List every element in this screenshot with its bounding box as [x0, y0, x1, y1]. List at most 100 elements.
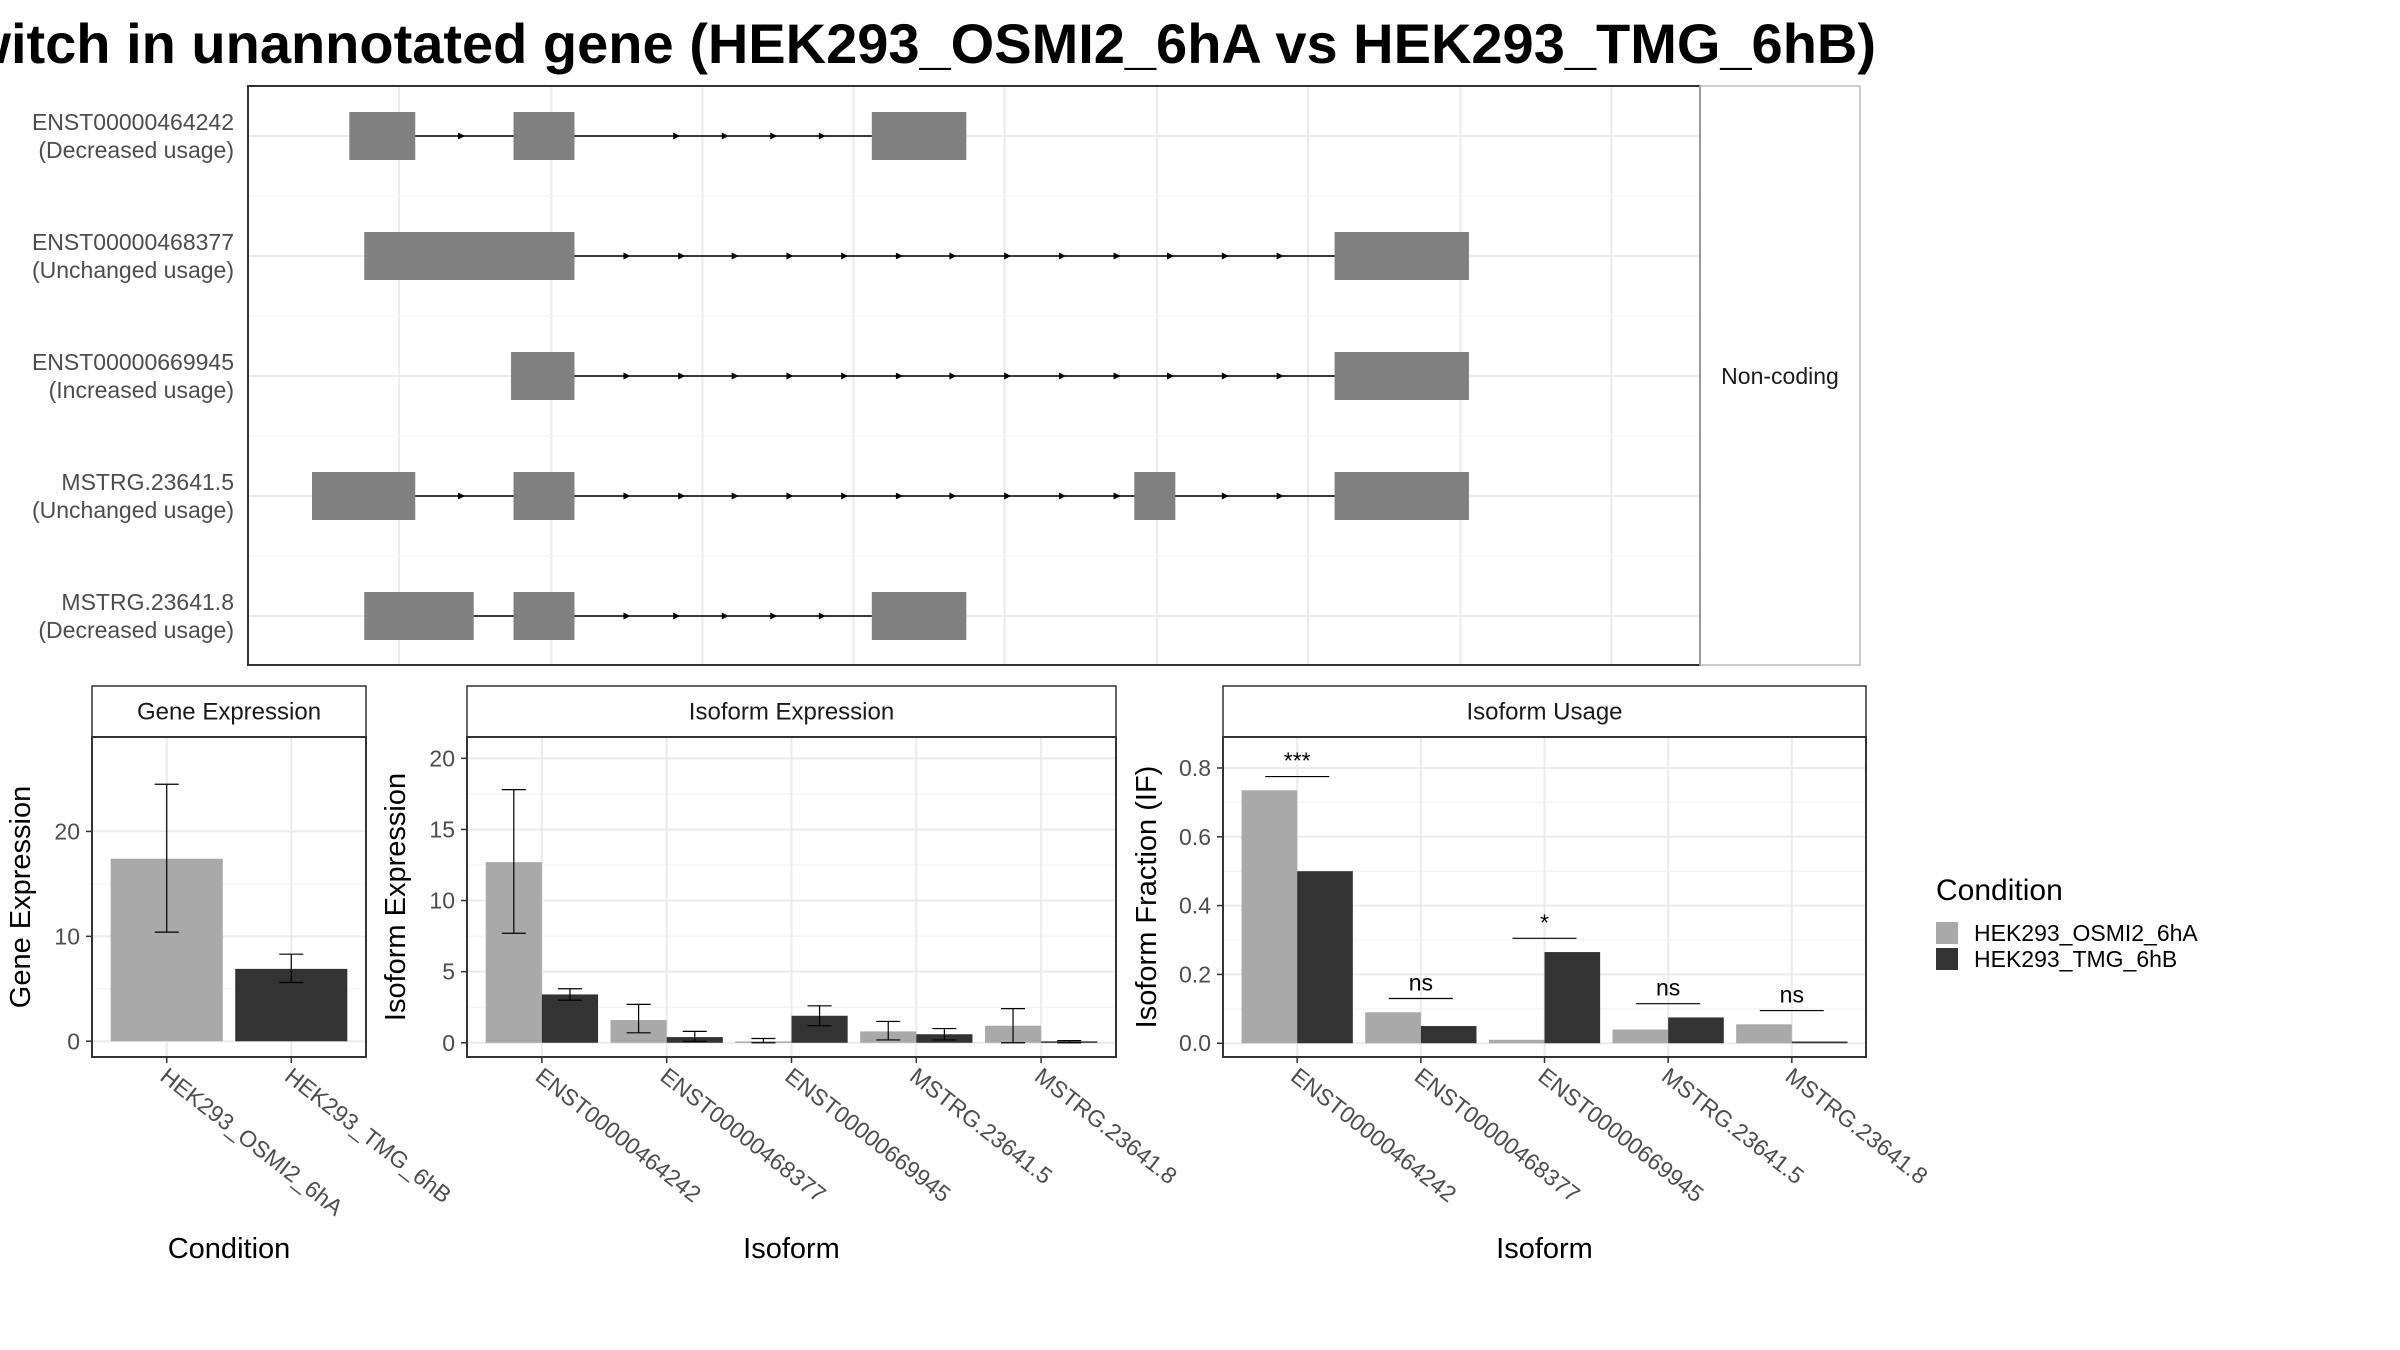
- y-axis-title: Isoform Expression: [380, 773, 412, 1021]
- bar: [541, 994, 599, 1043]
- legend-label: HEK293_OSMI2_6hA: [1974, 920, 2198, 946]
- intron-arrow: [1276, 372, 1284, 380]
- intron-arrow: [770, 612, 778, 620]
- intron-arrow: [1058, 372, 1066, 380]
- y-tick-label: 10: [429, 888, 455, 914]
- intron-arrow: [678, 372, 686, 380]
- intron-arrow: [895, 492, 903, 500]
- intron-arrow: [1276, 492, 1284, 500]
- intron-arrow: [623, 252, 631, 260]
- bar: [1544, 952, 1601, 1044]
- intron-arrow: [721, 612, 729, 620]
- y-tick-label: 0: [67, 1028, 80, 1054]
- exon-box: [312, 472, 416, 520]
- bar: [1791, 1041, 1848, 1044]
- intron-arrow: [1058, 492, 1066, 500]
- bar: [1612, 1029, 1669, 1044]
- x-axis-title: Isoform: [743, 1233, 840, 1265]
- intron-arrow: [818, 132, 826, 140]
- panel-title: Gene Expression: [137, 699, 321, 726]
- intron-arrow: [1058, 252, 1066, 260]
- y-tick-label: 0.8: [1179, 755, 1211, 781]
- exon-box: [364, 592, 474, 640]
- exon-box: [871, 592, 967, 640]
- intron-arrow: [949, 372, 957, 380]
- intron-arrow: [786, 492, 794, 500]
- bar: [1241, 790, 1298, 1044]
- exon-box: [1134, 472, 1176, 520]
- exon-box: [513, 112, 575, 160]
- x-axis-title: Condition: [168, 1233, 291, 1265]
- intron-arrow: [1004, 372, 1012, 380]
- legend-swatch: [1936, 922, 1958, 944]
- transcript-usage-label: (Unchanged usage): [32, 257, 234, 283]
- intron-arrow: [1221, 252, 1229, 260]
- intron-arrow: [841, 252, 849, 260]
- y-tick-label: 5: [442, 959, 455, 985]
- exon-box: [513, 472, 575, 520]
- intron-arrow: [731, 372, 739, 380]
- panel-strip: [91, 685, 367, 738]
- structure-strip-border: [1699, 85, 1861, 666]
- bar: [1420, 1026, 1477, 1044]
- significance-label: *: [1540, 909, 1549, 935]
- transcript-usage-label: (Decreased usage): [38, 617, 234, 643]
- intron-arrow: [623, 492, 631, 500]
- bar: [1488, 1039, 1545, 1044]
- intron-arrow: [458, 492, 466, 500]
- exon-box: [1334, 472, 1469, 520]
- x-axis-title: Isoform: [1496, 1233, 1593, 1265]
- exon-box: [513, 592, 575, 640]
- intron-arrow: [623, 612, 631, 620]
- significance-label: ns: [1780, 982, 1804, 1008]
- intron-arrow: [786, 372, 794, 380]
- intron-arrow: [841, 492, 849, 500]
- intron-arrow: [1167, 252, 1175, 260]
- figure-title: Isoform switch in unannotated gene (HEK2…: [0, 12, 1876, 75]
- y-tick-label: 0.6: [1179, 824, 1211, 850]
- transcript-id-label: MSTRG.23641.5: [61, 469, 234, 495]
- bar: [1668, 1017, 1724, 1044]
- exon-box: [364, 232, 575, 280]
- intron-arrow: [949, 492, 957, 500]
- exon-box: [1334, 352, 1469, 400]
- y-tick-label: 20: [54, 818, 80, 844]
- y-tick-label: 20: [429, 745, 455, 771]
- significance-label: ***: [1284, 748, 1311, 774]
- intron-arrow: [1221, 372, 1229, 380]
- intron-arrow: [1113, 252, 1121, 260]
- legend-label: HEK293_TMG_6hB: [1974, 946, 2177, 972]
- y-axis-title: Isoform Fraction (IF): [1131, 766, 1163, 1029]
- intron-arrow: [786, 252, 794, 260]
- transcript-id-label: ENST00000669945: [32, 349, 234, 375]
- intron-arrow: [1276, 252, 1284, 260]
- significance-label: ns: [1656, 975, 1680, 1001]
- exon-box: [349, 112, 416, 160]
- intron-arrow: [818, 612, 826, 620]
- transcript-usage-label: (Unchanged usage): [32, 497, 234, 523]
- exon-box: [871, 112, 967, 160]
- legend-swatch: [1936, 948, 1958, 970]
- intron-arrow: [731, 252, 739, 260]
- intron-arrow: [673, 132, 681, 140]
- intron-arrow: [1113, 372, 1121, 380]
- intron-arrow: [1167, 372, 1175, 380]
- intron-arrow: [673, 612, 681, 620]
- transcript-id-label: MSTRG.23641.8: [61, 589, 234, 615]
- intron-arrow: [895, 252, 903, 260]
- bar: [1297, 871, 1353, 1044]
- y-tick-label: 10: [54, 923, 80, 949]
- y-axis-title: Gene Expression: [5, 786, 37, 1008]
- bar: [1736, 1024, 1792, 1044]
- intron-arrow: [770, 132, 778, 140]
- transcript-usage-label: (Decreased usage): [38, 137, 234, 163]
- intron-arrow: [678, 492, 686, 500]
- intron-arrow: [458, 132, 466, 140]
- intron-arrow: [841, 372, 849, 380]
- y-tick-label: 0.4: [1179, 893, 1211, 919]
- intron-arrow: [1004, 492, 1012, 500]
- y-tick-label: 15: [429, 816, 455, 842]
- structure-strip-label: Non-coding: [1721, 363, 1839, 389]
- intron-arrow: [1113, 492, 1121, 500]
